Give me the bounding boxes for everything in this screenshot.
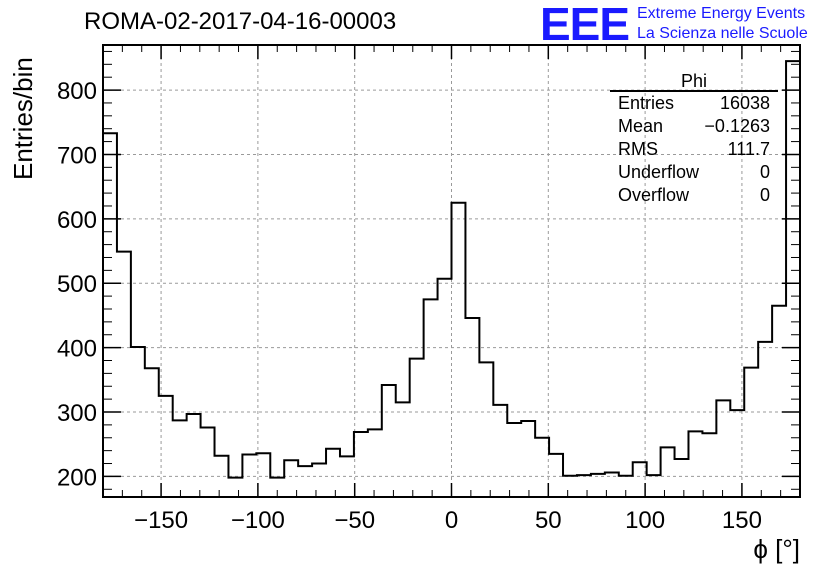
stats-value: 0 — [759, 185, 770, 205]
y-tick-label: 700 — [57, 142, 97, 169]
stats-value: 16038 — [719, 93, 770, 113]
stats-label: Overflow — [618, 185, 690, 205]
stats-label: Entries — [618, 93, 675, 113]
axis-ticks — [102, 45, 801, 497]
x-tick-label: 150 — [722, 507, 762, 534]
stats-title: Phi — [610, 68, 778, 92]
logo-line-1: Extreme Energy Events — [637, 5, 806, 22]
stats-row-rms: RMS 111.7 — [610, 138, 778, 161]
x-tick-labels: −150 −100 −50 0 50 100 150 — [134, 507, 762, 534]
y-tick-label: 400 — [57, 336, 97, 363]
stats-value: 0 — [759, 162, 770, 182]
x-tick-label: −100 — [231, 507, 285, 534]
x-axis-label: ϕ [°] — [753, 534, 800, 564]
x-tick-label: 100 — [625, 507, 665, 534]
y-tick-labels: 200 300 400 500 600 700 800 — [57, 78, 97, 491]
y-tick-label: 200 — [57, 464, 97, 491]
x-tick-label: −150 — [134, 507, 188, 534]
y-tick-label: 600 — [57, 207, 97, 234]
x-tick-label: −50 — [334, 507, 375, 534]
histogram-title: ROMA-02-2017-04-16-00003 — [84, 8, 397, 35]
eee-logo-text: Extreme Energy Events La Scienza nelle S… — [637, 4, 808, 44]
histogram-series — [103, 60, 800, 479]
x-tick-label: 0 — [445, 507, 458, 534]
stats-box: Phi Entries 16038 Mean −0.1263 RMS 111.7 Un… — [610, 68, 778, 207]
x-tick-label: 50 — [535, 507, 562, 534]
y-tick-label: 800 — [57, 78, 97, 105]
stats-row-entries: Entries 16038 — [610, 92, 778, 115]
eee-logo-mark: EEE — [540, 0, 630, 50]
y-axis-label: Entries/bin — [8, 57, 38, 180]
stats-label: Mean — [618, 116, 664, 136]
y-tick-label: 300 — [57, 400, 97, 427]
logo-line-2: La Scienza nelle Scuole — [637, 25, 808, 42]
y-tick-label: 500 — [57, 271, 97, 298]
stats-label: RMS — [618, 139, 658, 159]
stats-row-underflow: Underflow 0 — [610, 161, 778, 184]
stats-row-mean: Mean −0.1263 — [610, 115, 778, 138]
stats-row-overflow: Overflow 0 — [610, 184, 778, 207]
stats-label: Underflow — [618, 162, 700, 182]
histogram-step-line — [103, 60, 800, 479]
stats-value: −0.1263 — [704, 116, 770, 136]
stats-value: 111.7 — [727, 139, 770, 159]
